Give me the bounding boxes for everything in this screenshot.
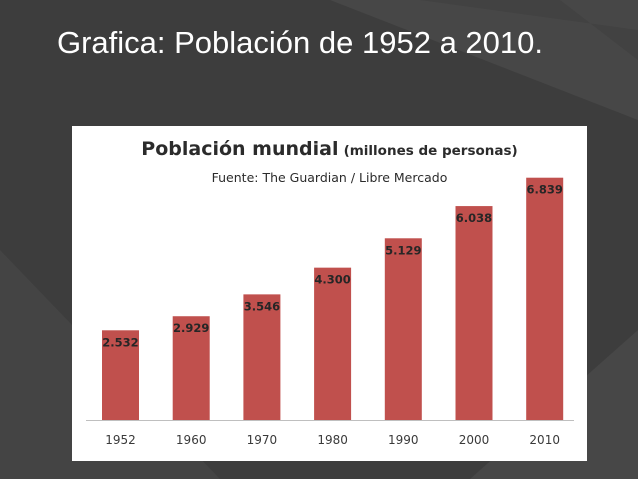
x-tick-1952: 1952 [105,433,136,447]
x-tick-1970: 1970 [247,433,278,447]
bar-1952 [102,330,139,420]
x-tick-1990: 1990 [388,433,419,447]
bar-chart: 2.532 1952 2.929 1960 3.546 1970 4.300 1980 5.12… [86,177,574,447]
chart-title-unit: (millones de personas) [343,143,518,159]
chart-title-main: Población mundial [141,138,339,160]
bar-1970 [243,294,281,420]
chart-source: Fuente: The Guardian / Libre Mercado [211,170,448,185]
data-label-1952: 2.532 [102,335,138,349]
bar-1980 [314,267,352,420]
data-label-1980: 4.300 [314,273,350,287]
chart-title: Población mundial (millones de personas) [72,138,587,160]
x-tick-2000: 2000 [459,433,490,447]
x-tick-1960: 1960 [176,433,207,447]
bar-1990 [384,238,422,420]
chart-card: 2.532 1952 2.929 1960 3.546 1970 4.300 1980 5.12… [72,126,587,461]
data-label-1960: 2.929 [173,321,209,335]
data-label-2000: 6.038 [456,211,492,225]
bar-1960 [172,316,210,420]
bar-2010 [526,177,564,420]
data-label-1970: 3.546 [244,299,280,313]
x-tick-2010: 2010 [529,433,560,447]
slide-title: Grafica: Población de 1952 a 2010. [56,25,543,60]
bar-2000 [455,206,493,420]
data-label-1990: 5.129 [385,243,421,257]
data-label-2010: 6.839 [527,183,563,197]
x-tick-1980: 1980 [317,433,348,447]
